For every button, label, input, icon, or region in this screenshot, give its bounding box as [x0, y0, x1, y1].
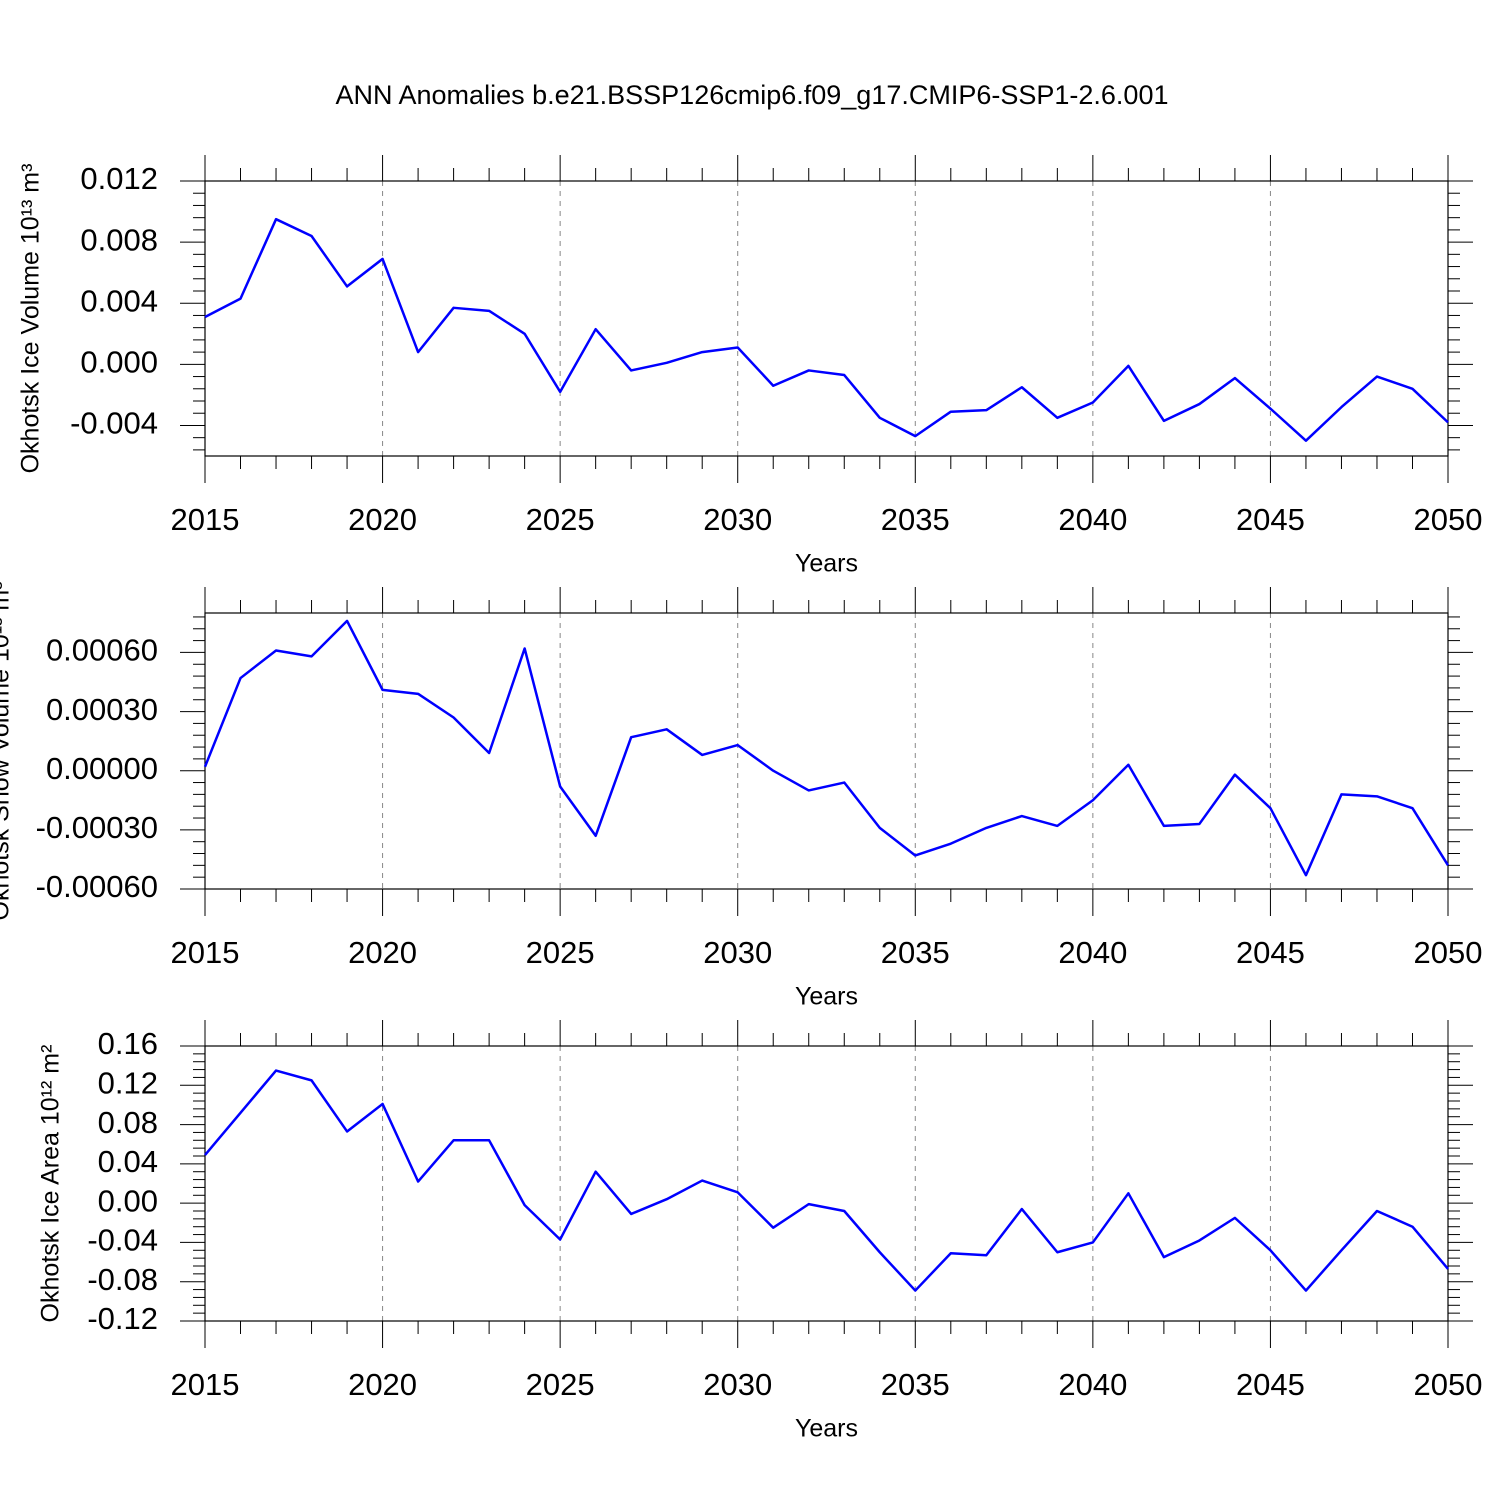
y-tick-label: 0.008 [80, 222, 158, 257]
y-tick-label: -0.08 [87, 1262, 158, 1297]
x-tick-label: 2025 [526, 935, 595, 970]
x-tick-label: 2035 [881, 935, 950, 970]
y-tick-label: -0.00060 [36, 869, 158, 904]
plot-frame [204, 612, 1449, 890]
y-tick-label: -0.12 [87, 1301, 158, 1336]
x-tick-label: 2020 [348, 935, 417, 970]
x-tick-label: 2035 [881, 502, 950, 537]
x-tick-label: 2025 [526, 502, 595, 537]
x-tick-label: 2050 [1414, 935, 1483, 970]
x-tick-label: 2045 [1236, 1367, 1305, 1402]
x-axis-label: Years [795, 983, 858, 1011]
y-tick-label: 0.00060 [46, 633, 158, 668]
x-tick-label: 2040 [1058, 935, 1127, 970]
x-tick-label: 2050 [1414, 1367, 1483, 1402]
y-tick-label: 0.004 [80, 283, 158, 318]
x-tick-label: 2040 [1058, 1367, 1127, 1402]
x-tick-label: 2045 [1236, 502, 1305, 537]
y-tick-label: 0.04 [98, 1144, 158, 1179]
x-tick-label: 2020 [348, 502, 417, 537]
y-tick-label: -0.00030 [36, 810, 158, 845]
x-tick-label: 2045 [1236, 935, 1305, 970]
x-axis-label: Years [795, 550, 858, 578]
x-tick-label: 2030 [703, 935, 772, 970]
x-tick-label: 2015 [171, 1367, 240, 1402]
y-tick-label: -0.04 [87, 1223, 158, 1258]
x-axis-label: Years [795, 1415, 858, 1443]
y-tick-label: -0.004 [70, 406, 158, 441]
plot-frame [204, 1045, 1449, 1322]
x-tick-label: 2020 [348, 1367, 417, 1402]
y-tick-label: 0.16 [98, 1026, 158, 1061]
y-tick-label: 0.00030 [46, 692, 158, 727]
y-tick-label: 0.00 [98, 1183, 158, 1218]
y-tick-label: 0.012 [80, 161, 158, 196]
x-tick-label: 2040 [1058, 502, 1127, 537]
x-tick-label: 2015 [171, 935, 240, 970]
y-tick-label: 0.08 [98, 1105, 158, 1140]
data-line [204, 217, 1449, 442]
x-tick-label: 2030 [703, 502, 772, 537]
plot-frame [204, 180, 1449, 457]
y-axis-label: Okhotsk Ice Area 10¹² m² [37, 1045, 65, 1323]
data-line [204, 1069, 1449, 1292]
figure-title: ANN Anomalies b.e21.BSSP126cmip6.f09_g17… [336, 80, 1169, 110]
x-tick-label: 2030 [703, 1367, 772, 1402]
x-tick-label: 2035 [881, 1367, 950, 1402]
x-tick-label: 2025 [526, 1367, 595, 1402]
y-tick-label: 0.000 [80, 345, 158, 380]
x-tick-label: 2015 [171, 502, 240, 537]
data-line [203, 619, 1450, 877]
y-tick-label: 0.00000 [46, 751, 158, 786]
x-tick-label: 2050 [1414, 502, 1483, 537]
y-axis-label: Okhotsk Ice Volume 10¹³ m³ [17, 164, 45, 474]
y-tick-label: 0.12 [98, 1065, 158, 1100]
y-axis-label: Okhotsk Snow Volume 10¹³ m³ [0, 581, 15, 920]
